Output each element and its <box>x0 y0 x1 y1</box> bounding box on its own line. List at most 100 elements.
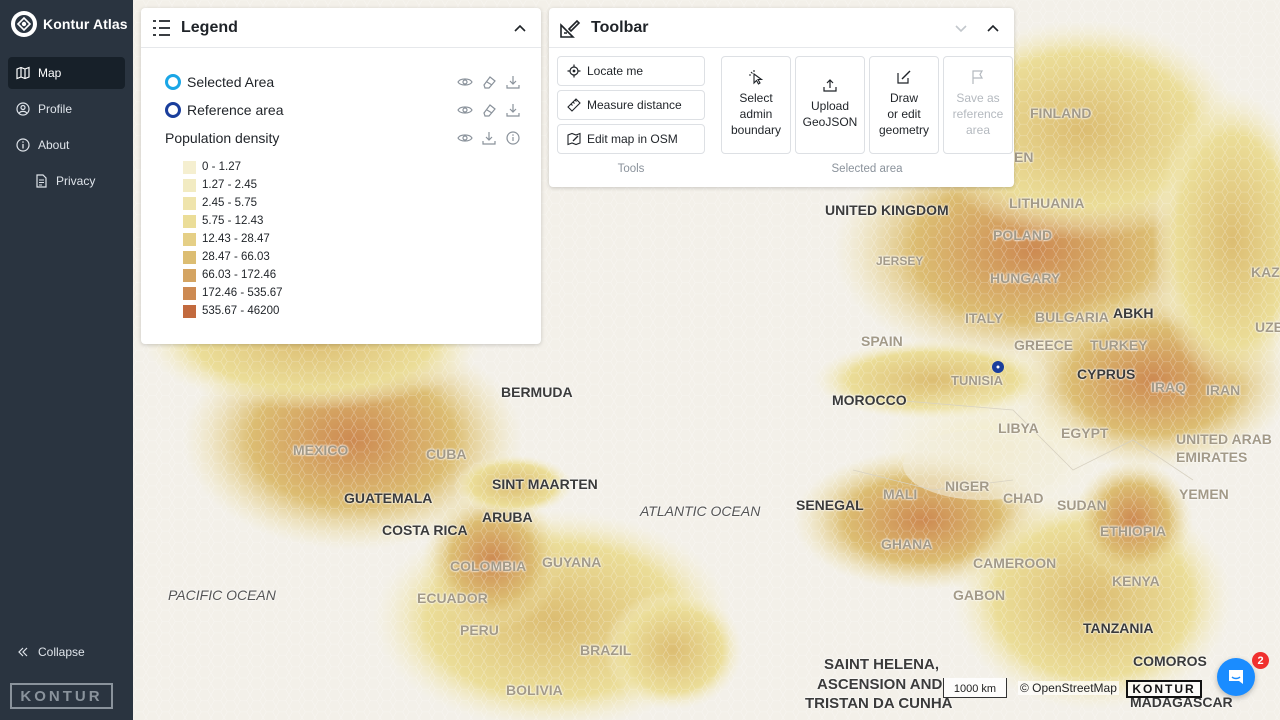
download-icon[interactable] <box>505 102 521 118</box>
map-label: TURKEY <box>1090 337 1148 353</box>
chat-button[interactable] <box>1217 658 1255 696</box>
map-label: UZBE <box>1255 319 1280 335</box>
map-attribution[interactable]: © OpenStreetMap <box>1018 681 1119 695</box>
map-label: GUYANA <box>542 554 602 570</box>
button-label-line: boundary <box>730 123 782 137</box>
map-label: SAINT HELENA, <box>824 656 940 673</box>
brand-name: Kontur Atlas <box>43 16 128 32</box>
toolbar-panel: Toolbar Locate me Measure distance Edit <box>549 8 1014 187</box>
eye-icon[interactable] <box>457 74 473 90</box>
layer-name: Selected Area <box>187 74 275 90</box>
sidebar-item-map[interactable]: Map <box>8 57 125 89</box>
sidebar-item-profile[interactable]: Profile <box>8 93 125 125</box>
legend-bin-swatch <box>183 286 196 300</box>
collapse-button[interactable]: Collapse <box>8 636 85 668</box>
legend-bin-swatch <box>183 178 196 192</box>
button-label-line: Select <box>739 91 773 105</box>
collapse-label: Collapse <box>38 645 85 659</box>
map-label: IRAN <box>1206 382 1241 398</box>
map-label: ECUADOR <box>417 590 488 606</box>
toolbar-expand-button[interactable] <box>950 17 972 39</box>
toolbar-collapse-button[interactable] <box>982 17 1004 39</box>
map-label: COLOMBIA <box>450 558 527 574</box>
legend-bin-label: 172.46 - 535.67 <box>202 287 283 299</box>
legend-body: Selected Area Reference area Population … <box>141 48 541 320</box>
legend-collapse-button[interactable] <box>509 17 531 39</box>
map-label: HUNGARY <box>990 270 1061 286</box>
map-label: MOROCCO <box>832 392 907 408</box>
save-as-reference-area-button[interactable]: Save as reference area <box>943 56 1013 154</box>
map-label: TRISTAN DA CUNHA <box>805 695 953 712</box>
map-label: LIBYA <box>998 420 1039 436</box>
draw-edit-icon <box>897 70 911 84</box>
map-label: JERSEY <box>876 254 924 268</box>
layer-actions <box>457 74 521 90</box>
layer-name: Reference area <box>187 102 284 118</box>
chevron-up-icon <box>514 24 526 32</box>
legend-bin-label: 5.75 - 12.43 <box>202 215 264 227</box>
chevron-down-icon <box>955 24 967 32</box>
kontur-map-logo[interactable]: KONTUR <box>1126 680 1202 698</box>
map-label: BULGARIA <box>1035 309 1109 325</box>
edit-map-in-osm-button[interactable]: Edit map in OSM <box>557 124 705 154</box>
sidebar-item-about[interactable]: About <box>8 129 125 161</box>
map-label: SINT MAARTEN <box>492 476 598 492</box>
tools-section: Locate me Measure distance Edit map in O… <box>557 56 705 178</box>
map-label: ASCENSION AND <box>817 676 943 693</box>
layer-row-population-density: Population density <box>165 124 521 152</box>
eraser-icon[interactable] <box>481 102 497 118</box>
info-icon[interactable] <box>505 130 521 146</box>
map-label: CHAD <box>1003 490 1044 506</box>
brand[interactable]: Kontur Atlas <box>0 0 133 48</box>
legend-panel: Legend Selected Area Reference area <box>141 8 541 344</box>
map-label: COSTA RICA <box>382 522 468 538</box>
button-label-line: or edit <box>887 107 921 121</box>
map-label: POLAND <box>993 227 1053 243</box>
legend-bin: 1.27 - 2.45 <box>183 176 521 194</box>
eye-icon[interactable] <box>457 130 473 146</box>
download-icon[interactable] <box>481 130 497 146</box>
map-label: CAMEROON <box>973 555 1057 571</box>
download-icon[interactable] <box>505 74 521 90</box>
toolbar-body: Locate me Measure distance Edit map in O… <box>549 48 1014 178</box>
locate-me-button[interactable]: Locate me <box>557 56 705 86</box>
measure-distance-button[interactable]: Measure distance <box>557 90 705 120</box>
sidebar-item-label: Profile <box>38 102 73 116</box>
ocean-label: ATLANTIC OCEAN <box>640 503 761 519</box>
chevrons-left-icon <box>18 647 28 657</box>
reference-area-ring-icon <box>165 102 181 118</box>
legend-bin-label: 0 - 1.27 <box>202 161 241 173</box>
button-label-line: Upload <box>810 99 850 113</box>
selected-area-section-label: Selected area <box>831 163 903 175</box>
button-label-line: admin <box>739 107 773 121</box>
map-label: EN <box>1014 149 1034 165</box>
sidebar-item-privacy[interactable]: Privacy <box>8 165 125 197</box>
eye-icon[interactable] <box>457 102 473 118</box>
map-label: EGYPT <box>1061 425 1109 441</box>
eraser-icon[interactable] <box>481 74 497 90</box>
map-label: ABKH <box>1113 305 1154 321</box>
button-label-line: area <box>965 123 991 137</box>
tool-label: Measure distance <box>587 98 682 112</box>
sidebar-nav: Map Profile About Privacy <box>0 57 133 197</box>
map-label: MADAGASCAR <box>1130 694 1233 710</box>
select-admin-boundary-button[interactable]: Select admin boundary <box>721 56 791 154</box>
draw-or-edit-geometry-button[interactable]: Draw or edit geometry <box>869 56 939 154</box>
upload-icon <box>823 79 837 92</box>
layer-actions <box>457 130 521 146</box>
legend-bin-label: 12.43 - 28.47 <box>202 233 270 245</box>
map-label: SPAIN <box>861 333 903 349</box>
upload-geojson-button[interactable]: Upload GeoJSON <box>795 56 865 154</box>
toolbar-title: Toolbar <box>591 18 649 36</box>
toolbar-ruler-pencil-icon <box>560 19 581 38</box>
legend-title: Legend <box>181 18 238 36</box>
chat-notification-badge: 2 <box>1252 652 1269 669</box>
edit-map-icon <box>567 132 581 146</box>
user-icon <box>16 102 30 116</box>
map-label: GHANA <box>881 536 933 552</box>
ruler-icon <box>567 98 581 112</box>
chevron-up-icon <box>987 24 999 32</box>
legend-bin-swatch <box>183 250 196 264</box>
map-label: ITALY <box>965 310 1004 326</box>
map-label: SENEGAL <box>796 497 864 513</box>
